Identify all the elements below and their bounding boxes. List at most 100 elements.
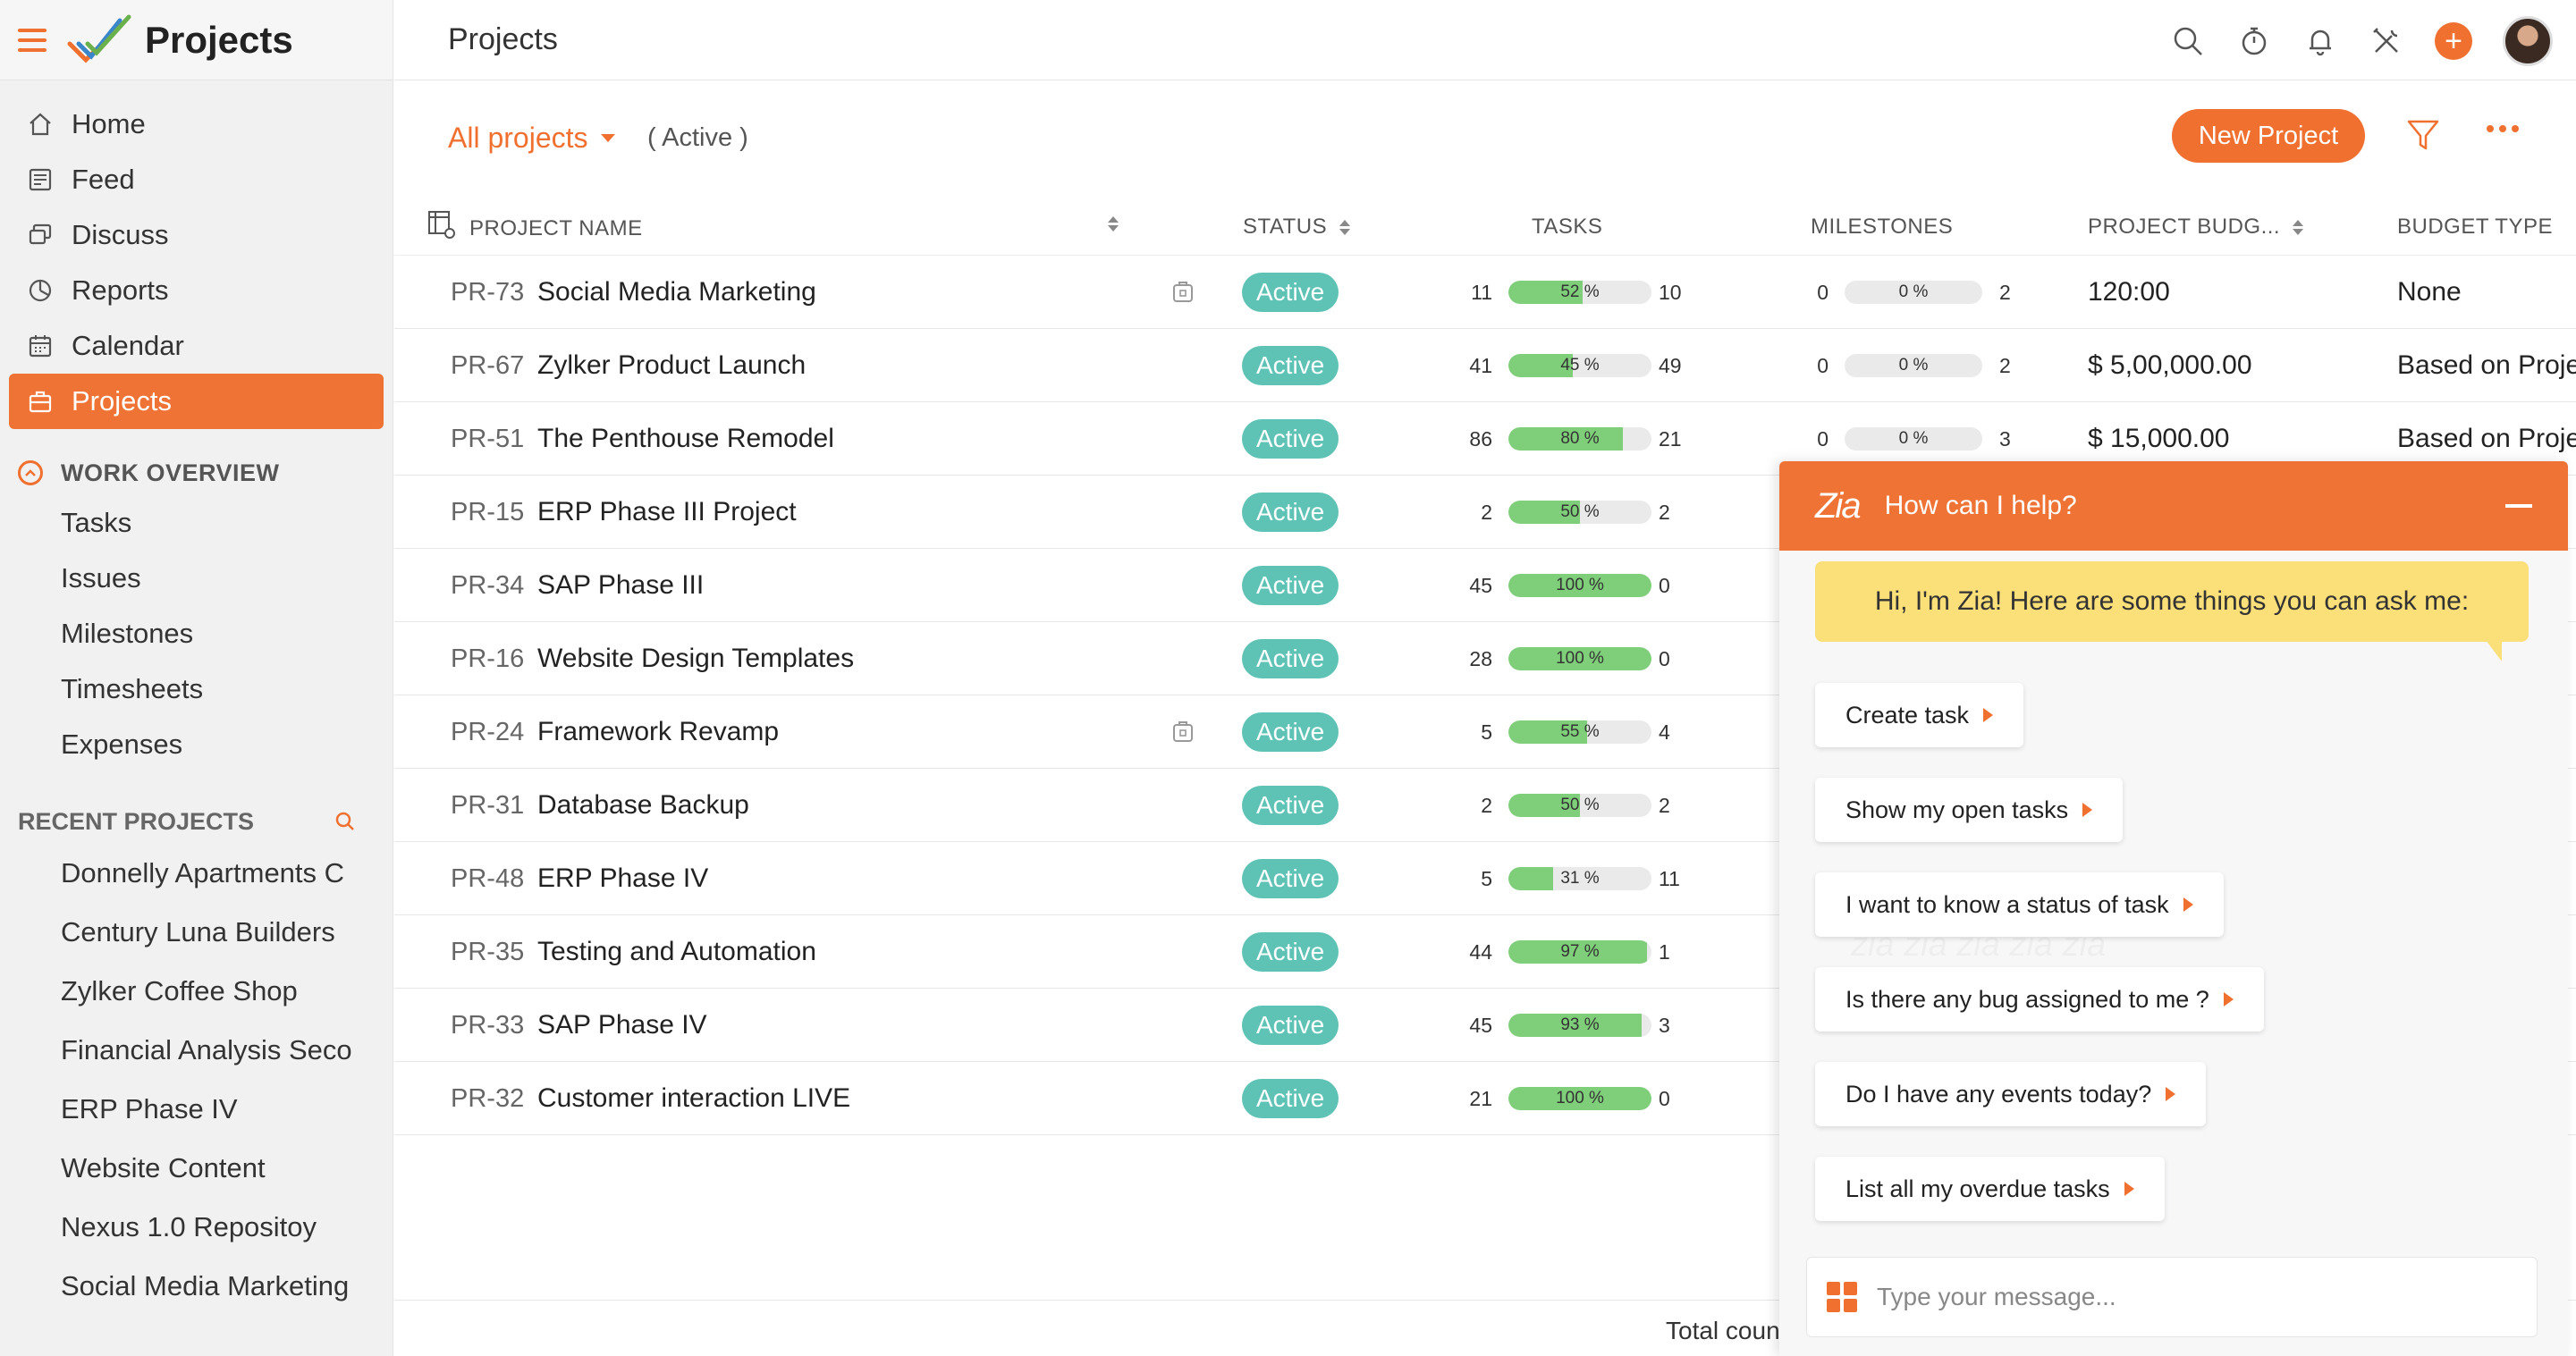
all-projects-dropdown[interactable]: All projects — [448, 122, 615, 155]
recent-project-item[interactable]: Website Content — [61, 1152, 266, 1183]
table-row[interactable]: PR-24 Framework Revamp Active 5 55 % 4 — [394, 695, 2576, 769]
zia-suggestion-button[interactable]: Is there any bug assigned to me ? — [1815, 967, 2264, 1032]
project-name-link[interactable]: ERP Phase III Project — [537, 497, 797, 526]
suggestion-label: Is there any bug assigned to me ? — [1845, 985, 2209, 1013]
work-overview-item[interactable]: Tasks — [61, 507, 132, 538]
collapse-circle-icon[interactable] — [18, 460, 43, 485]
recent-project-item[interactable]: Social Media Marketing — [61, 1270, 350, 1301]
table-row[interactable]: PR-34 SAP Phase III Active 45 100 % 0 — [394, 549, 2576, 622]
status-badge[interactable]: Active — [1242, 346, 1339, 385]
column-settings-icon[interactable] — [427, 209, 457, 240]
project-name-link[interactable]: Website Design Templates — [537, 644, 855, 673]
status-badge[interactable]: Active — [1242, 1006, 1339, 1045]
table-row[interactable]: PR-35 Testing and Automation Active 44 97 % 1 — [394, 915, 2576, 989]
work-overview-item[interactable]: Expenses — [61, 729, 183, 760]
progress-percent: 100 % — [1556, 649, 1604, 668]
tasks-closed-count: 45 — [1469, 573, 1492, 597]
work-overview-item[interactable]: Issues — [61, 562, 141, 594]
table-row[interactable]: PR-73 Social Media Marketing Active 11 52 % 1… — [394, 256, 2576, 329]
home-icon — [27, 111, 54, 138]
recent-project-item[interactable]: Century Luna Builders — [61, 916, 335, 948]
sort-icon[interactable] — [1339, 219, 1351, 235]
zia-suggestion-button[interactable]: Show my open tasks — [1815, 778, 2124, 842]
zia-message-box[interactable] — [1806, 1257, 2538, 1337]
minimize-icon[interactable] — [2505, 504, 2532, 508]
sidebar-item-reports[interactable]: Reports — [9, 263, 384, 318]
table-row[interactable]: PR-15 ERP Phase III Project Active 2 50 % 2 — [394, 476, 2576, 549]
tools-icon[interactable] — [2369, 23, 2404, 59]
status-cell: Active — [1242, 256, 1339, 329]
project-name-link[interactable]: ERP Phase IV — [537, 863, 709, 893]
recent-projects-title: RECENT PROJECTS — [18, 807, 255, 835]
project-name-link[interactable]: SAP Phase IV — [537, 1010, 707, 1040]
progress-percent: 100 % — [1556, 576, 1604, 594]
project-name-link[interactable]: Database Backup — [537, 790, 749, 820]
status-badge[interactable]: Active — [1242, 712, 1339, 752]
table-row[interactable]: PR-31 Database Backup Active 2 50 % 2 — [394, 769, 2576, 842]
status-badge[interactable]: Active — [1242, 786, 1339, 825]
search-icon[interactable] — [2170, 23, 2206, 59]
sidebar-item-calendar[interactable]: Calendar — [9, 318, 384, 374]
sort-project-name-icon[interactable] — [1095, 216, 1119, 232]
sidebar-item-discuss[interactable]: Discuss — [9, 207, 384, 263]
project-name-link[interactable]: The Penthouse Remodel — [537, 424, 834, 453]
table-row[interactable]: PR-33 SAP Phase IV Active 45 93 % 3 — [394, 989, 2576, 1062]
tasks-closed-count: 41 — [1469, 353, 1492, 377]
bell-icon[interactable] — [2302, 23, 2338, 59]
status-badge[interactable]: Active — [1242, 932, 1339, 972]
table-row[interactable]: PR-51 The Penthouse Remodel Active 86 80 % 21… — [394, 402, 2576, 476]
status-badge[interactable]: Active — [1242, 859, 1339, 898]
project-name-link[interactable]: Social Media Marketing — [537, 277, 816, 307]
table-row[interactable]: PR-48 ERP Phase IV Active 5 31 % 11 — [394, 842, 2576, 915]
zia-message-input[interactable] — [1877, 1283, 2503, 1311]
sort-icon[interactable] — [2293, 219, 2304, 235]
status-badge[interactable]: Active — [1242, 419, 1339, 459]
apps-grid-icon[interactable] — [1827, 1282, 1857, 1312]
status-badge[interactable]: Active — [1242, 566, 1339, 605]
table-row[interactable]: PR-16 Website Design Templates Active 28 100… — [394, 622, 2576, 695]
recent-project-item[interactable]: Nexus 1.0 Repositoy — [61, 1211, 317, 1242]
column-project-budget[interactable]: PROJECT BUDG... — [2088, 215, 2304, 240]
progress-fill — [1508, 794, 1580, 817]
avatar[interactable] — [2503, 16, 2553, 66]
caret-down-icon — [600, 134, 615, 142]
column-status[interactable]: STATUS — [1243, 215, 1351, 240]
column-project-name[interactable]: PROJECT NAME — [469, 216, 643, 241]
status-cell: Active — [1242, 1062, 1339, 1135]
status-cell: Active — [1242, 329, 1339, 402]
sidebar-item-feed[interactable]: Feed — [9, 152, 384, 207]
filter-icon[interactable] — [2403, 114, 2443, 154]
status-badge[interactable]: Active — [1242, 639, 1339, 678]
status-badge[interactable]: Active — [1242, 493, 1339, 532]
attachment-icon[interactable] — [1170, 695, 1195, 769]
recent-project-item[interactable]: Donnelly Apartments C — [61, 857, 345, 889]
project-name-link[interactable]: Zylker Product Launch — [537, 350, 807, 380]
timer-icon[interactable] — [2236, 23, 2272, 59]
project-name-link[interactable]: Framework Revamp — [537, 717, 780, 746]
zia-suggestion-button[interactable]: Create task — [1815, 683, 2024, 747]
work-overview-item[interactable]: Timesheets — [61, 673, 204, 704]
hamburger-menu-icon[interactable] — [18, 28, 46, 52]
zia-suggestion-button[interactable]: Do I have any events today? — [1815, 1062, 2207, 1126]
search-icon[interactable] — [334, 810, 357, 833]
new-project-button[interactable]: New Project — [2172, 109, 2365, 163]
status-badge[interactable]: Active — [1242, 273, 1339, 312]
sidebar-item-projects[interactable]: Projects — [9, 374, 384, 429]
table-row[interactable]: PR-67 Zylker Product Launch Active 41 45 % 49… — [394, 329, 2576, 402]
recent-project-item[interactable]: Zylker Coffee Shop — [61, 975, 298, 1006]
zia-suggestion-button[interactable]: List all my overdue tasks — [1815, 1157, 2165, 1221]
table-row[interactable]: PR-32 Customer interaction LIVE Active 21 10… — [394, 1062, 2576, 1135]
status-badge[interactable]: Active — [1242, 1079, 1339, 1118]
attachment-icon[interactable] — [1170, 256, 1195, 329]
more-options-icon[interactable] — [2487, 125, 2519, 132]
project-name-link[interactable]: Testing and Automation — [537, 937, 816, 966]
recent-project-item[interactable]: ERP Phase IV — [61, 1093, 238, 1124]
recent-project-item[interactable]: Financial Analysis Seco — [61, 1034, 352, 1065]
project-name-link[interactable]: Customer interaction LIVE — [537, 1083, 851, 1113]
quick-add-button[interactable]: + — [2435, 22, 2472, 60]
work-overview-item[interactable]: Milestones — [61, 618, 194, 649]
zia-suggestion-button[interactable]: I want to know a status of task — [1815, 872, 2224, 937]
project-name-link[interactable]: SAP Phase III — [537, 570, 705, 600]
work-overview-header[interactable]: WORK OVERVIEW — [0, 451, 393, 495]
sidebar-item-home[interactable]: Home — [9, 97, 384, 152]
